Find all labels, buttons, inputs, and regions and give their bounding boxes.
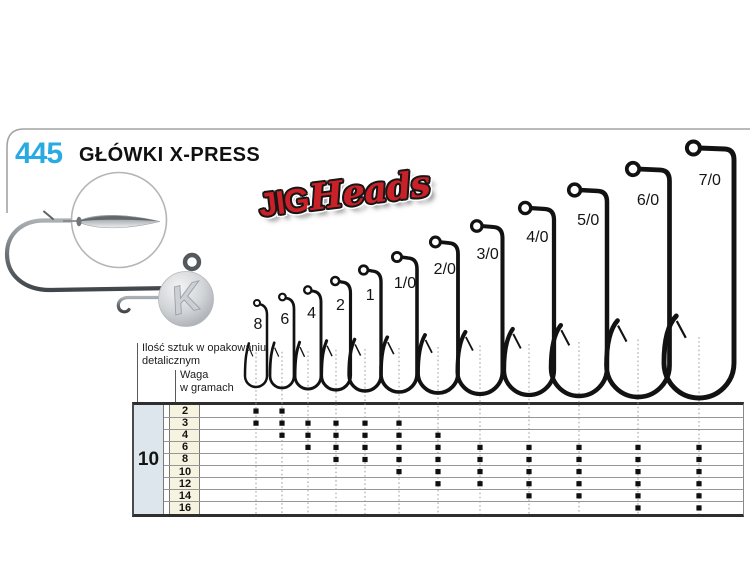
- hook-eye: [684, 139, 702, 157]
- hook-drawing: [548, 187, 610, 399]
- jig-logo-word: JIG: [256, 180, 311, 224]
- row-separator: [164, 501, 743, 503]
- table-gap-column: [164, 405, 170, 514]
- hook-drawing: [455, 223, 505, 397]
- weight-cell: 6: [181, 441, 189, 454]
- hook-size-label: 8: [254, 316, 263, 333]
- hook-eye: [277, 292, 287, 302]
- magnified-point-blade: [76, 215, 161, 229]
- hook-eye: [469, 219, 484, 233]
- hook-barb: [354, 344, 362, 356]
- hook-size-label: 3/0: [476, 246, 498, 263]
- hook-barb: [560, 329, 571, 346]
- hook-size-label: 2/0: [434, 261, 456, 278]
- hook-barb: [387, 341, 395, 355]
- hook-size-label: 5/0: [577, 212, 599, 229]
- hook-barb: [326, 345, 333, 357]
- hook-drawing: [379, 255, 419, 394]
- hook-eye: [357, 264, 370, 276]
- row-separator: [164, 477, 743, 479]
- hook-eye: [329, 275, 341, 287]
- pack-quantity-header-line1: Ilość sztuk w opakowaniu: [142, 342, 267, 354]
- hook-barb: [675, 320, 687, 339]
- hook-eye: [390, 250, 404, 264]
- blade-base-cap: [76, 216, 82, 227]
- hook-drawing: [268, 295, 296, 390]
- hook-eye: [302, 285, 313, 295]
- hook-drawing: [319, 279, 353, 392]
- hook-drawing: [604, 166, 672, 400]
- hook-barb: [465, 336, 474, 352]
- size-weight-table: 10 2 3 4 6 8 10 12 14 16: [132, 402, 744, 517]
- jig-hook-drawing: [4, 218, 177, 293]
- hook-barb: [274, 347, 280, 357]
- hook-drawing: [347, 268, 383, 393]
- hook-barb: [617, 325, 628, 343]
- weight-column-background: [170, 405, 200, 514]
- pack-quantity-header: Ilość sztuk w opakowaniu detalicznym: [142, 342, 266, 367]
- product-title: GŁÓWKI X-PRESS: [79, 144, 261, 166]
- row-separator: [164, 428, 743, 430]
- hook-size-label: 1/0: [394, 275, 416, 292]
- weight-header: Waga w gramach: [180, 369, 234, 394]
- jigheads-logo: JIGHeads: [256, 162, 432, 224]
- hook-eye: [624, 160, 642, 178]
- weight-header-line2: w gramach: [180, 381, 234, 394]
- hook-drawing: [416, 240, 460, 395]
- magnifier-circle: [70, 171, 168, 269]
- hook-size-label: 4/0: [526, 229, 548, 246]
- hook-drawing: [661, 145, 737, 401]
- blade-dark-edge: [77, 216, 158, 222]
- hook-drawing: [501, 205, 557, 398]
- hook-size-label: 6: [280, 311, 289, 328]
- jig-ball-head: [158, 271, 214, 327]
- weight-cell: 4: [181, 429, 189, 442]
- row-separator: [164, 452, 743, 454]
- hook-barb: [424, 339, 433, 354]
- row-separator: [164, 440, 743, 442]
- jig-eye-ring: [182, 252, 202, 272]
- weight-pointer-line: [175, 370, 177, 402]
- pack-quantity-header-line2: detalicznym: [142, 354, 201, 367]
- pack-quantity-pointer-line: [137, 343, 139, 402]
- hook-barb: [299, 346, 306, 358]
- brand-k-watermark: K: [167, 273, 209, 323]
- row-separator: [164, 489, 743, 491]
- jig-head-illustration: K: [4, 171, 214, 327]
- jig-hook-barb: [43, 210, 54, 220]
- row-separator: [164, 416, 743, 418]
- weight-cell: 8: [181, 453, 189, 466]
- weight-cell: 12: [178, 477, 192, 490]
- hook-size-label: 2: [336, 297, 345, 314]
- hook-barb: [512, 333, 522, 349]
- hook-size-label: 4: [307, 305, 316, 322]
- weight-cell: 2: [181, 405, 189, 417]
- hook-size-label: 6/0: [637, 192, 659, 209]
- blade-body: [76, 215, 161, 229]
- hook-eye: [253, 299, 261, 307]
- bait-keeper-wire: [116, 295, 178, 314]
- hook-drawing: [293, 288, 323, 391]
- weight-cell: 14: [178, 489, 192, 502]
- weight-header-line1: Waga: [180, 369, 209, 381]
- weight-cell: 10: [178, 465, 192, 478]
- weight-cell: 16: [178, 501, 192, 514]
- hook-size-label: 7/0: [699, 172, 721, 189]
- hook-eye: [517, 200, 533, 216]
- hook-eye: [428, 235, 442, 249]
- pack-quantity-cell: 10: [134, 405, 164, 514]
- weight-cell: 3: [181, 417, 189, 430]
- hook-eye: [566, 182, 583, 198]
- heads-logo-word: Heads: [306, 162, 432, 220]
- row-separator: [164, 465, 743, 467]
- hook-size-label: 1: [366, 287, 375, 304]
- product-code: 445: [15, 137, 63, 170]
